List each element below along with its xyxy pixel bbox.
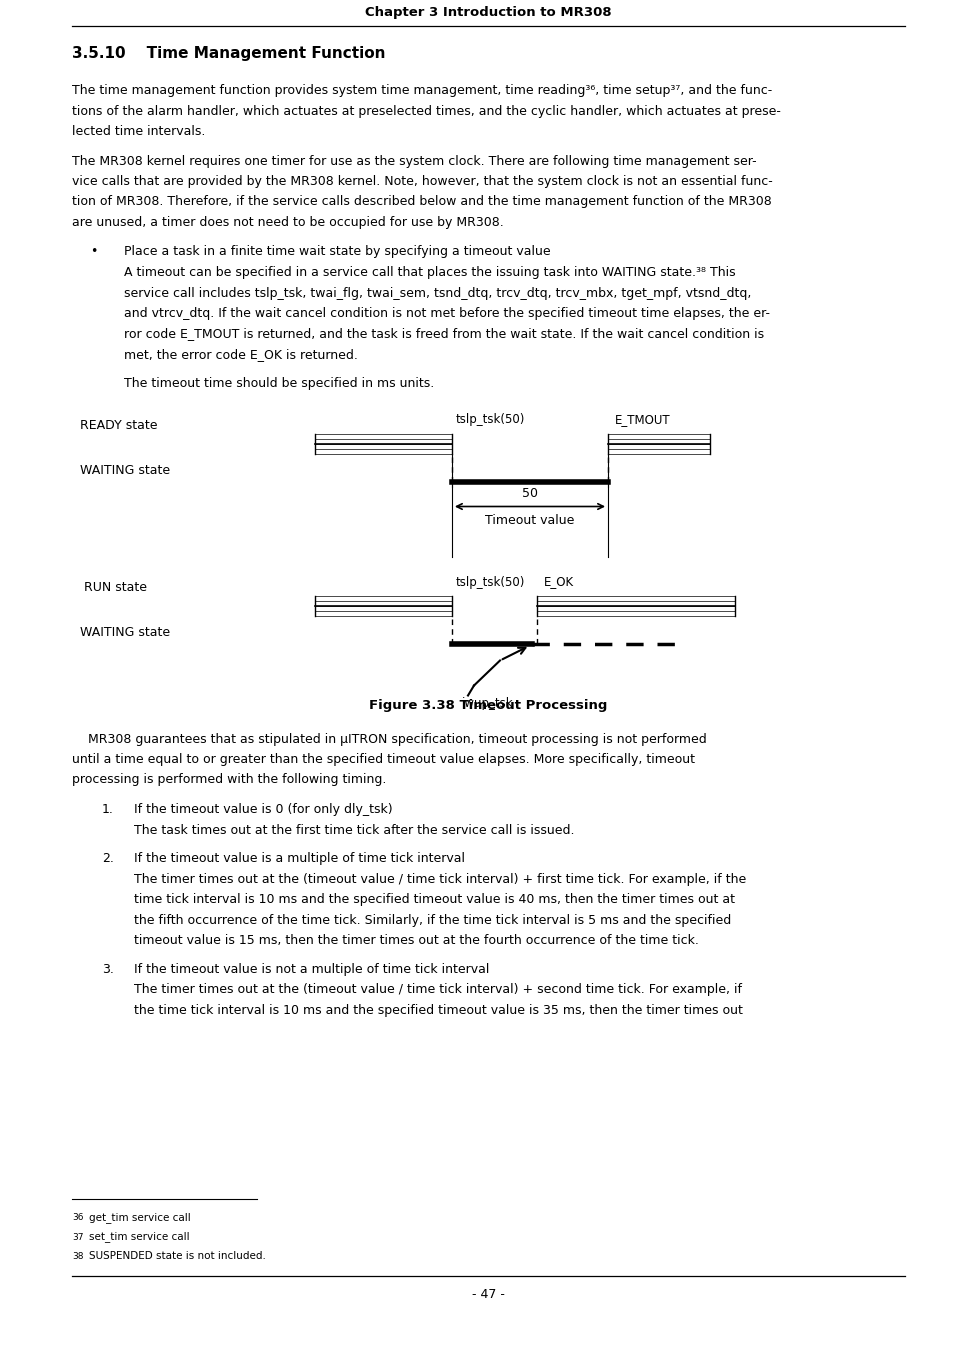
Text: SUSPENDED state is not included.: SUSPENDED state is not included. [89,1251,266,1260]
Text: timeout value is 15 ms, then the timer times out at the fourth occurrence of the: timeout value is 15 ms, then the timer t… [133,934,699,947]
Text: If the timeout value is not a multiple of time tick interval: If the timeout value is not a multiple o… [133,963,489,975]
Text: 36: 36 [71,1213,84,1223]
Text: 1.: 1. [102,802,113,816]
Text: met, the error code E_OK is returned.: met, the error code E_OK is returned. [124,349,357,361]
Text: The MR308 kernel requires one timer for use as the system clock. There are follo: The MR308 kernel requires one timer for … [71,154,756,168]
Text: service call includes tslp_tsk, twai_flg, twai_sem, tsnd_dtq, trcv_dtq, trcv_mbx: service call includes tslp_tsk, twai_flg… [124,286,751,300]
Text: If the timeout value is a multiple of time tick interval: If the timeout value is a multiple of ti… [133,852,464,865]
Text: Timeout value: Timeout value [485,513,574,527]
Text: the time tick interval is 10 ms and the specified timeout value is 35 ms, then t: the time tick interval is 10 ms and the … [133,1004,742,1017]
Text: time tick interval is 10 ms and the specified timeout value is 40 ms, then the t: time tick interval is 10 ms and the spec… [133,893,734,907]
Text: E_TMOUT: E_TMOUT [615,413,670,427]
Text: The timeout time should be specified in ms units.: The timeout time should be specified in … [124,377,434,390]
Text: MR308 guarantees that as stipulated in μITRON specification, timeout processing : MR308 guarantees that as stipulated in μ… [71,732,706,746]
Text: The time management function provides system time management, time reading³⁶, ti: The time management function provides sy… [71,84,771,97]
Text: WAITING state: WAITING state [80,463,170,477]
Text: Place a task in a finite time wait state by specifying a timeout value: Place a task in a finite time wait state… [124,246,550,258]
Text: are unused, a timer does not need to be occupied for use by MR308.: are unused, a timer does not need to be … [71,216,503,230]
Text: tion of MR308. Therefore, if the service calls described below and the time mana: tion of MR308. Therefore, if the service… [71,196,771,208]
Text: processing is performed with the following timing.: processing is performed with the followi… [71,774,386,786]
Text: - 47 -: - 47 - [472,1288,504,1301]
Text: and vtrcv_dtq. If the wait cancel condition is not met before the specified time: and vtrcv_dtq. If the wait cancel condit… [124,307,769,320]
Text: •: • [90,246,97,258]
Text: A timeout can be specified in a service call that places the issuing task into W: A timeout can be specified in a service … [124,266,735,280]
Text: iwup_tsk: iwup_tsk [461,697,513,711]
Text: RUN state: RUN state [80,581,147,593]
Text: tslp_tsk(50): tslp_tsk(50) [456,576,525,589]
Text: until a time equal to or greater than the specified timeout value elapses. More : until a time equal to or greater than th… [71,753,695,766]
Text: tions of the alarm handler, which actuates at preselected times, and the cyclic : tions of the alarm handler, which actuat… [71,104,781,118]
Text: Chapter 3 Introduction to MR308: Chapter 3 Introduction to MR308 [365,5,611,19]
Text: ror code E_TMOUT is returned, and the task is freed from the wait state. If the : ror code E_TMOUT is returned, and the ta… [124,327,763,340]
Text: 2.: 2. [102,852,113,865]
Text: set_tim service call: set_tim service call [89,1232,190,1243]
Text: lected time intervals.: lected time intervals. [71,126,205,138]
Text: 3.5.10    Time Management Function: 3.5.10 Time Management Function [71,46,385,61]
Text: The timer times out at the (timeout value / time tick interval) + second time ti: The timer times out at the (timeout valu… [133,984,741,996]
Text: READY state: READY state [80,419,157,431]
Text: get_tim service call: get_tim service call [89,1212,191,1223]
Text: 37: 37 [71,1232,84,1242]
Text: WAITING state: WAITING state [80,626,170,639]
Text: The timer times out at the (timeout value / time tick interval) + first time tic: The timer times out at the (timeout valu… [133,873,745,886]
Text: 3.: 3. [102,963,113,975]
Text: 38: 38 [71,1252,84,1260]
Text: tslp_tsk(50): tslp_tsk(50) [456,413,525,427]
Text: E_OK: E_OK [543,576,574,589]
Text: the fifth occurrence of the time tick. Similarly, if the time tick interval is 5: the fifth occurrence of the time tick. S… [133,913,731,927]
Text: 50: 50 [521,486,537,500]
Text: vice calls that are provided by the MR308 kernel. Note, however, that the system: vice calls that are provided by the MR30… [71,176,772,188]
Text: Figure 3.38 Timeout Processing: Figure 3.38 Timeout Processing [369,698,607,712]
Text: If the timeout value is 0 (for only dly_tsk): If the timeout value is 0 (for only dly_… [133,802,393,816]
Text: The task times out at the first time tick after the service call is issued.: The task times out at the first time tic… [133,824,574,836]
